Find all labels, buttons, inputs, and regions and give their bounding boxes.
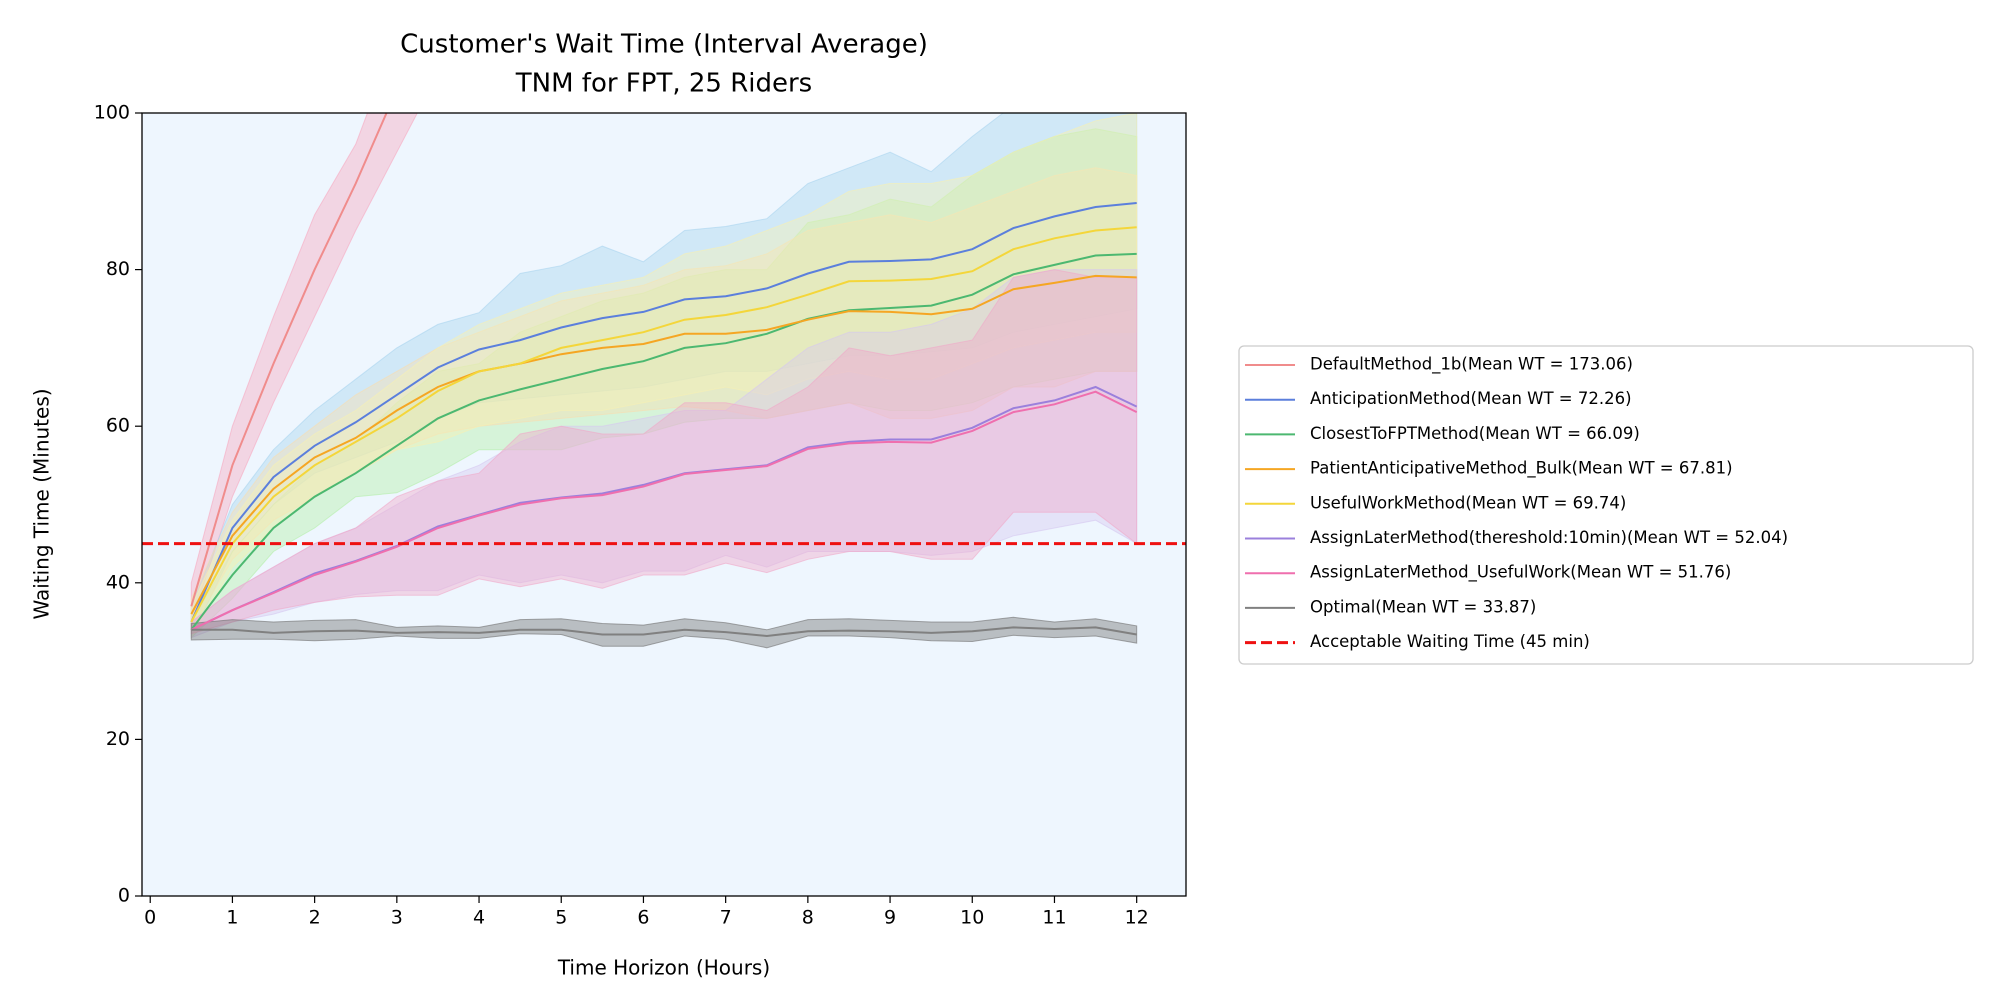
legend-box [1238,345,1974,665]
x-tick-label: 1 [226,907,238,929]
legend-label: Optimal(Mean WT = 33.87) [1310,597,1536,616]
y-tick-label: 40 [106,571,130,593]
y-tick-label: 80 [106,258,130,280]
x-tick-label: 6 [637,907,649,929]
x-tick-label: 4 [473,907,485,929]
y-tick-label: 60 [106,415,130,437]
x-axis-label: Time Horizon (Hours) [557,956,770,980]
series-line [190,252,1137,631]
legend-label: ClosestToFPTMethod(Mean WT = 66.09) [1310,424,1640,443]
x-tick-label: 2 [309,907,321,929]
chart-subtitle: TNM for FPT, 25 Riders [515,69,812,99]
legend-label: AnticipationMethod(Mean WT = 72.26) [1310,389,1632,408]
legend-label: Acceptable Waiting Time (45 min) [1310,632,1590,651]
x-tick-label: 3 [391,907,403,929]
x-tick-label: 0 [144,907,156,929]
legend-label: DefaultMethod_1b(Mean WT = 173.06) [1310,355,1633,375]
plot-area [142,113,1186,649]
x-tick-label: 12 [1125,907,1149,929]
series-line [191,626,1137,638]
y-tick-label: 20 [106,728,130,750]
legend-label: AssignLaterMethod_UsefulWork(Mean WT = 5… [1310,563,1731,583]
legend-label: PatientAnticipativeMethod_Bulk(Mean WT =… [1310,459,1733,479]
x-tick-label: 7 [720,907,732,929]
x-tick-label: 10 [960,907,984,929]
series-line [190,113,388,607]
series-line [190,202,1137,623]
series-line [190,274,1137,615]
legend-label: UsefulWorkMethod(Mean WT = 69.74) [1310,493,1626,512]
plot-frame [141,112,1187,897]
y-axis-label: Waiting Time (Minutes) [30,388,54,619]
y-tick-label: 0 [118,885,130,907]
x-tick-label: 9 [884,907,896,929]
series-line [190,226,1137,623]
x-tick-label: 11 [1042,907,1066,929]
x-tick-label: 5 [555,907,567,929]
chart-title: Customer's Wait Time (Interval Average) [400,30,928,60]
x-tick-label: 8 [802,907,814,929]
legend-label: AssignLaterMethod(thereshold:10min)(Mean… [1310,528,1788,547]
plot-background [142,113,1186,896]
series-line [190,390,1138,631]
y-tick-label: 100 [94,102,130,124]
